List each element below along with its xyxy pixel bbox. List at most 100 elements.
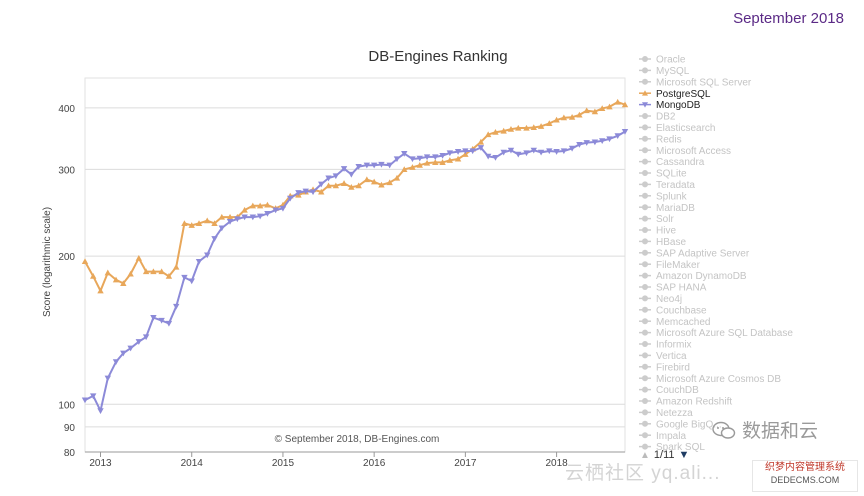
legend-item[interactable]: Couchbase	[639, 305, 707, 316]
data-point	[446, 157, 454, 163]
legend-item[interactable]: Microsoft Access	[639, 146, 731, 157]
legend-item[interactable]: Elasticsearch	[639, 123, 715, 134]
data-point	[325, 182, 332, 189]
series-postgresql	[81, 98, 629, 294]
legend-label: HBase	[656, 237, 686, 248]
pager-down-icon[interactable]: ▼	[678, 449, 690, 461]
legend-item[interactable]: PostgreSQL	[639, 89, 711, 100]
data-point	[249, 214, 257, 221]
data-point	[241, 206, 248, 213]
legend-item[interactable]: MariaDB	[639, 203, 695, 214]
data-point	[127, 270, 134, 277]
legend-item[interactable]: Cassandra	[639, 157, 705, 168]
legend-label: Microsoft Azure Cosmos DB	[656, 374, 781, 385]
legend-label: Netezza	[656, 408, 693, 419]
legend-item[interactable]: Neo4j	[639, 294, 682, 305]
legend-item[interactable]: Hive	[639, 226, 676, 237]
legend-item[interactable]: Impala	[639, 431, 686, 442]
legend-marker	[642, 432, 648, 439]
legend-marker	[642, 386, 648, 393]
legend-item[interactable]: CouchDB	[639, 385, 699, 396]
legend-item[interactable]: SAP Adaptive Server	[639, 248, 750, 259]
legend-item[interactable]: Informix	[639, 340, 692, 351]
data-point	[135, 255, 143, 261]
pager-up-icon[interactable]: ▲	[640, 449, 650, 461]
wechat-watermark: 数据和云	[712, 416, 818, 443]
legend-item[interactable]: Teradata	[639, 180, 695, 191]
data-point	[530, 147, 537, 154]
data-point	[378, 181, 385, 188]
data-point	[142, 268, 150, 275]
legend-label: Firebird	[656, 362, 690, 373]
legend-item[interactable]: Spark SQL	[639, 442, 705, 453]
legend-item[interactable]: Splunk	[639, 191, 688, 202]
legend-item[interactable]: Firebird	[639, 362, 690, 373]
legend-item[interactable]: Redis	[639, 134, 682, 145]
legend-marker	[642, 204, 648, 211]
legend-marker	[642, 113, 648, 119]
series-mongodb	[81, 129, 629, 415]
legend-item[interactable]: FileMaker	[639, 260, 701, 271]
legend-item[interactable]: MySQL	[639, 66, 690, 77]
legend-label: SAP HANA	[656, 283, 707, 294]
legend-item[interactable]: Memcached	[639, 317, 710, 328]
legend-marker	[642, 375, 648, 382]
legend-item[interactable]: Microsoft SQL Server	[639, 77, 752, 88]
data-point	[165, 320, 173, 327]
data-point	[249, 202, 257, 209]
legend-marker	[642, 238, 648, 245]
data-point	[546, 148, 553, 155]
legend-marker	[642, 124, 648, 131]
legend-item[interactable]: MongoDB	[639, 100, 701, 111]
legend-label: Spark SQL	[656, 442, 705, 453]
pager-label: 1/11	[653, 449, 675, 461]
legend-marker	[642, 78, 648, 85]
legend-marker	[642, 420, 648, 427]
data-point	[409, 156, 416, 163]
legend-label: SQLite	[656, 169, 687, 180]
data-point	[591, 139, 599, 146]
legend-item[interactable]: HBase	[639, 237, 686, 248]
data-point	[302, 188, 309, 195]
legend-item[interactable]: Microsoft Azure SQL Database	[639, 328, 793, 339]
data-point	[568, 113, 576, 120]
badge-line1: 织梦内容管理系统	[765, 462, 845, 473]
legend-label: Oracle	[656, 55, 686, 66]
data-point	[226, 219, 234, 225]
legend-item[interactable]: Amazon DynamoDB	[639, 271, 747, 282]
legend-marker	[642, 398, 648, 404]
legend-item[interactable]: Netezza	[639, 408, 693, 419]
legend-item[interactable]: Google BigQ...	[639, 419, 722, 430]
legend-item[interactable]: DB2	[639, 112, 676, 123]
y-tick-label: 90	[64, 423, 76, 434]
x-tick-label: 2017	[454, 458, 477, 469]
legend-item[interactable]: SQLite	[639, 169, 687, 180]
legend-label: MariaDB	[656, 203, 695, 214]
series-layer	[81, 98, 629, 415]
data-point	[500, 149, 507, 156]
data-point	[173, 263, 180, 270]
data-point	[401, 166, 408, 172]
legend-marker	[642, 227, 648, 233]
data-point	[537, 123, 545, 129]
legend-item[interactable]: Amazon Redshift	[639, 397, 732, 408]
data-point	[591, 108, 599, 115]
data-point	[165, 273, 173, 279]
data-point	[325, 175, 332, 182]
legend-marker	[642, 443, 648, 450]
legend-pager[interactable]: ▲ 1/11 ▼	[640, 449, 689, 461]
data-point	[484, 153, 492, 160]
legend-item[interactable]: Oracle	[639, 55, 686, 66]
data-point	[256, 213, 264, 220]
data-point	[537, 149, 545, 156]
legend-item[interactable]: SAP HANA	[639, 283, 707, 294]
data-point	[621, 101, 629, 108]
legend-item[interactable]: Vertica	[639, 351, 687, 362]
legend-label: Memcached	[656, 317, 710, 328]
data-point	[515, 151, 522, 158]
legend-item[interactable]: Microsoft Azure Cosmos DB	[639, 374, 781, 385]
data-point	[576, 111, 583, 118]
legend-item[interactable]: Solr	[639, 214, 674, 225]
data-point	[423, 154, 431, 161]
